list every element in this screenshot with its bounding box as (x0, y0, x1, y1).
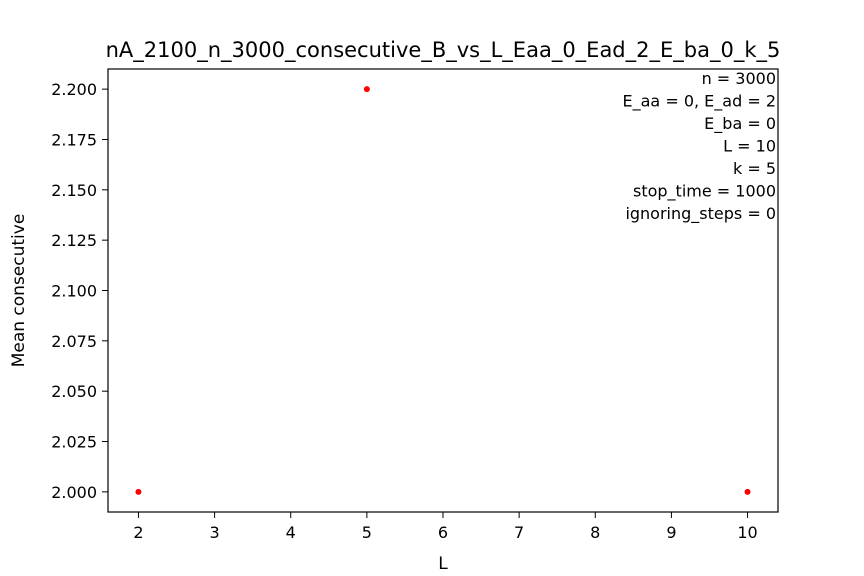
y-tick-label: 2.000 (51, 483, 97, 502)
x-tick-label: 7 (514, 523, 524, 542)
y-axis-ticks: 2.000 2.025 2.050 2.075 2.100 2.125 2.150 2.175… (51, 80, 108, 502)
plot-frame (107, 68, 779, 513)
y-tick-label: 2.200 (51, 80, 97, 99)
x-axis-label: L (438, 554, 448, 574)
annotation-line: ignoring_steps = 0 (625, 204, 776, 224)
y-tick-label: 2.025 (51, 433, 97, 452)
parameter-annotations: n = 3000 E_aa = 0, E_ad = 2E_ba = 0 L = 10… (623, 69, 776, 224)
data-point (135, 488, 142, 495)
data-point (744, 488, 751, 495)
x-tick-label: 2 (133, 523, 143, 542)
x-axis-ticks: 2 3 4 5 6 7 8 9 10 (133, 512, 758, 542)
y-tick-label: 2.125 (51, 231, 97, 250)
x-tick-label: 8 (590, 523, 600, 542)
x-tick-label: 10 (737, 523, 757, 542)
x-tick-label: 4 (286, 523, 296, 542)
annotation-line: stop_time = 1000 (633, 182, 776, 202)
annotation-line: E_ba = 0 (704, 114, 776, 134)
y-tick-label: 2.175 (51, 130, 97, 149)
x-tick-label: 6 (438, 523, 448, 542)
annotation-line: n = 3000 (702, 69, 776, 88)
x-tick-label: 3 (209, 523, 219, 542)
annotation-line: k = 5 (733, 159, 776, 178)
y-axis-label: Mean consecutive (9, 214, 29, 368)
chart-title: nA_2100_n_3000_consecutive_B_vs_L_Eaa_0_… (106, 38, 781, 63)
y-tick-label: 2.150 (51, 181, 97, 200)
y-tick-label: 2.100 (51, 282, 97, 301)
y-tick-label: 2.050 (51, 382, 97, 401)
annotation-line: L = 10 (723, 137, 776, 156)
data-point (363, 86, 370, 93)
data-points (135, 86, 751, 495)
y-tick-label: 2.075 (51, 332, 97, 351)
annotation-line: E_aa = 0, E_ad = 2 (623, 92, 776, 112)
x-tick-label: 9 (666, 523, 676, 542)
x-tick-label: 5 (362, 523, 372, 542)
